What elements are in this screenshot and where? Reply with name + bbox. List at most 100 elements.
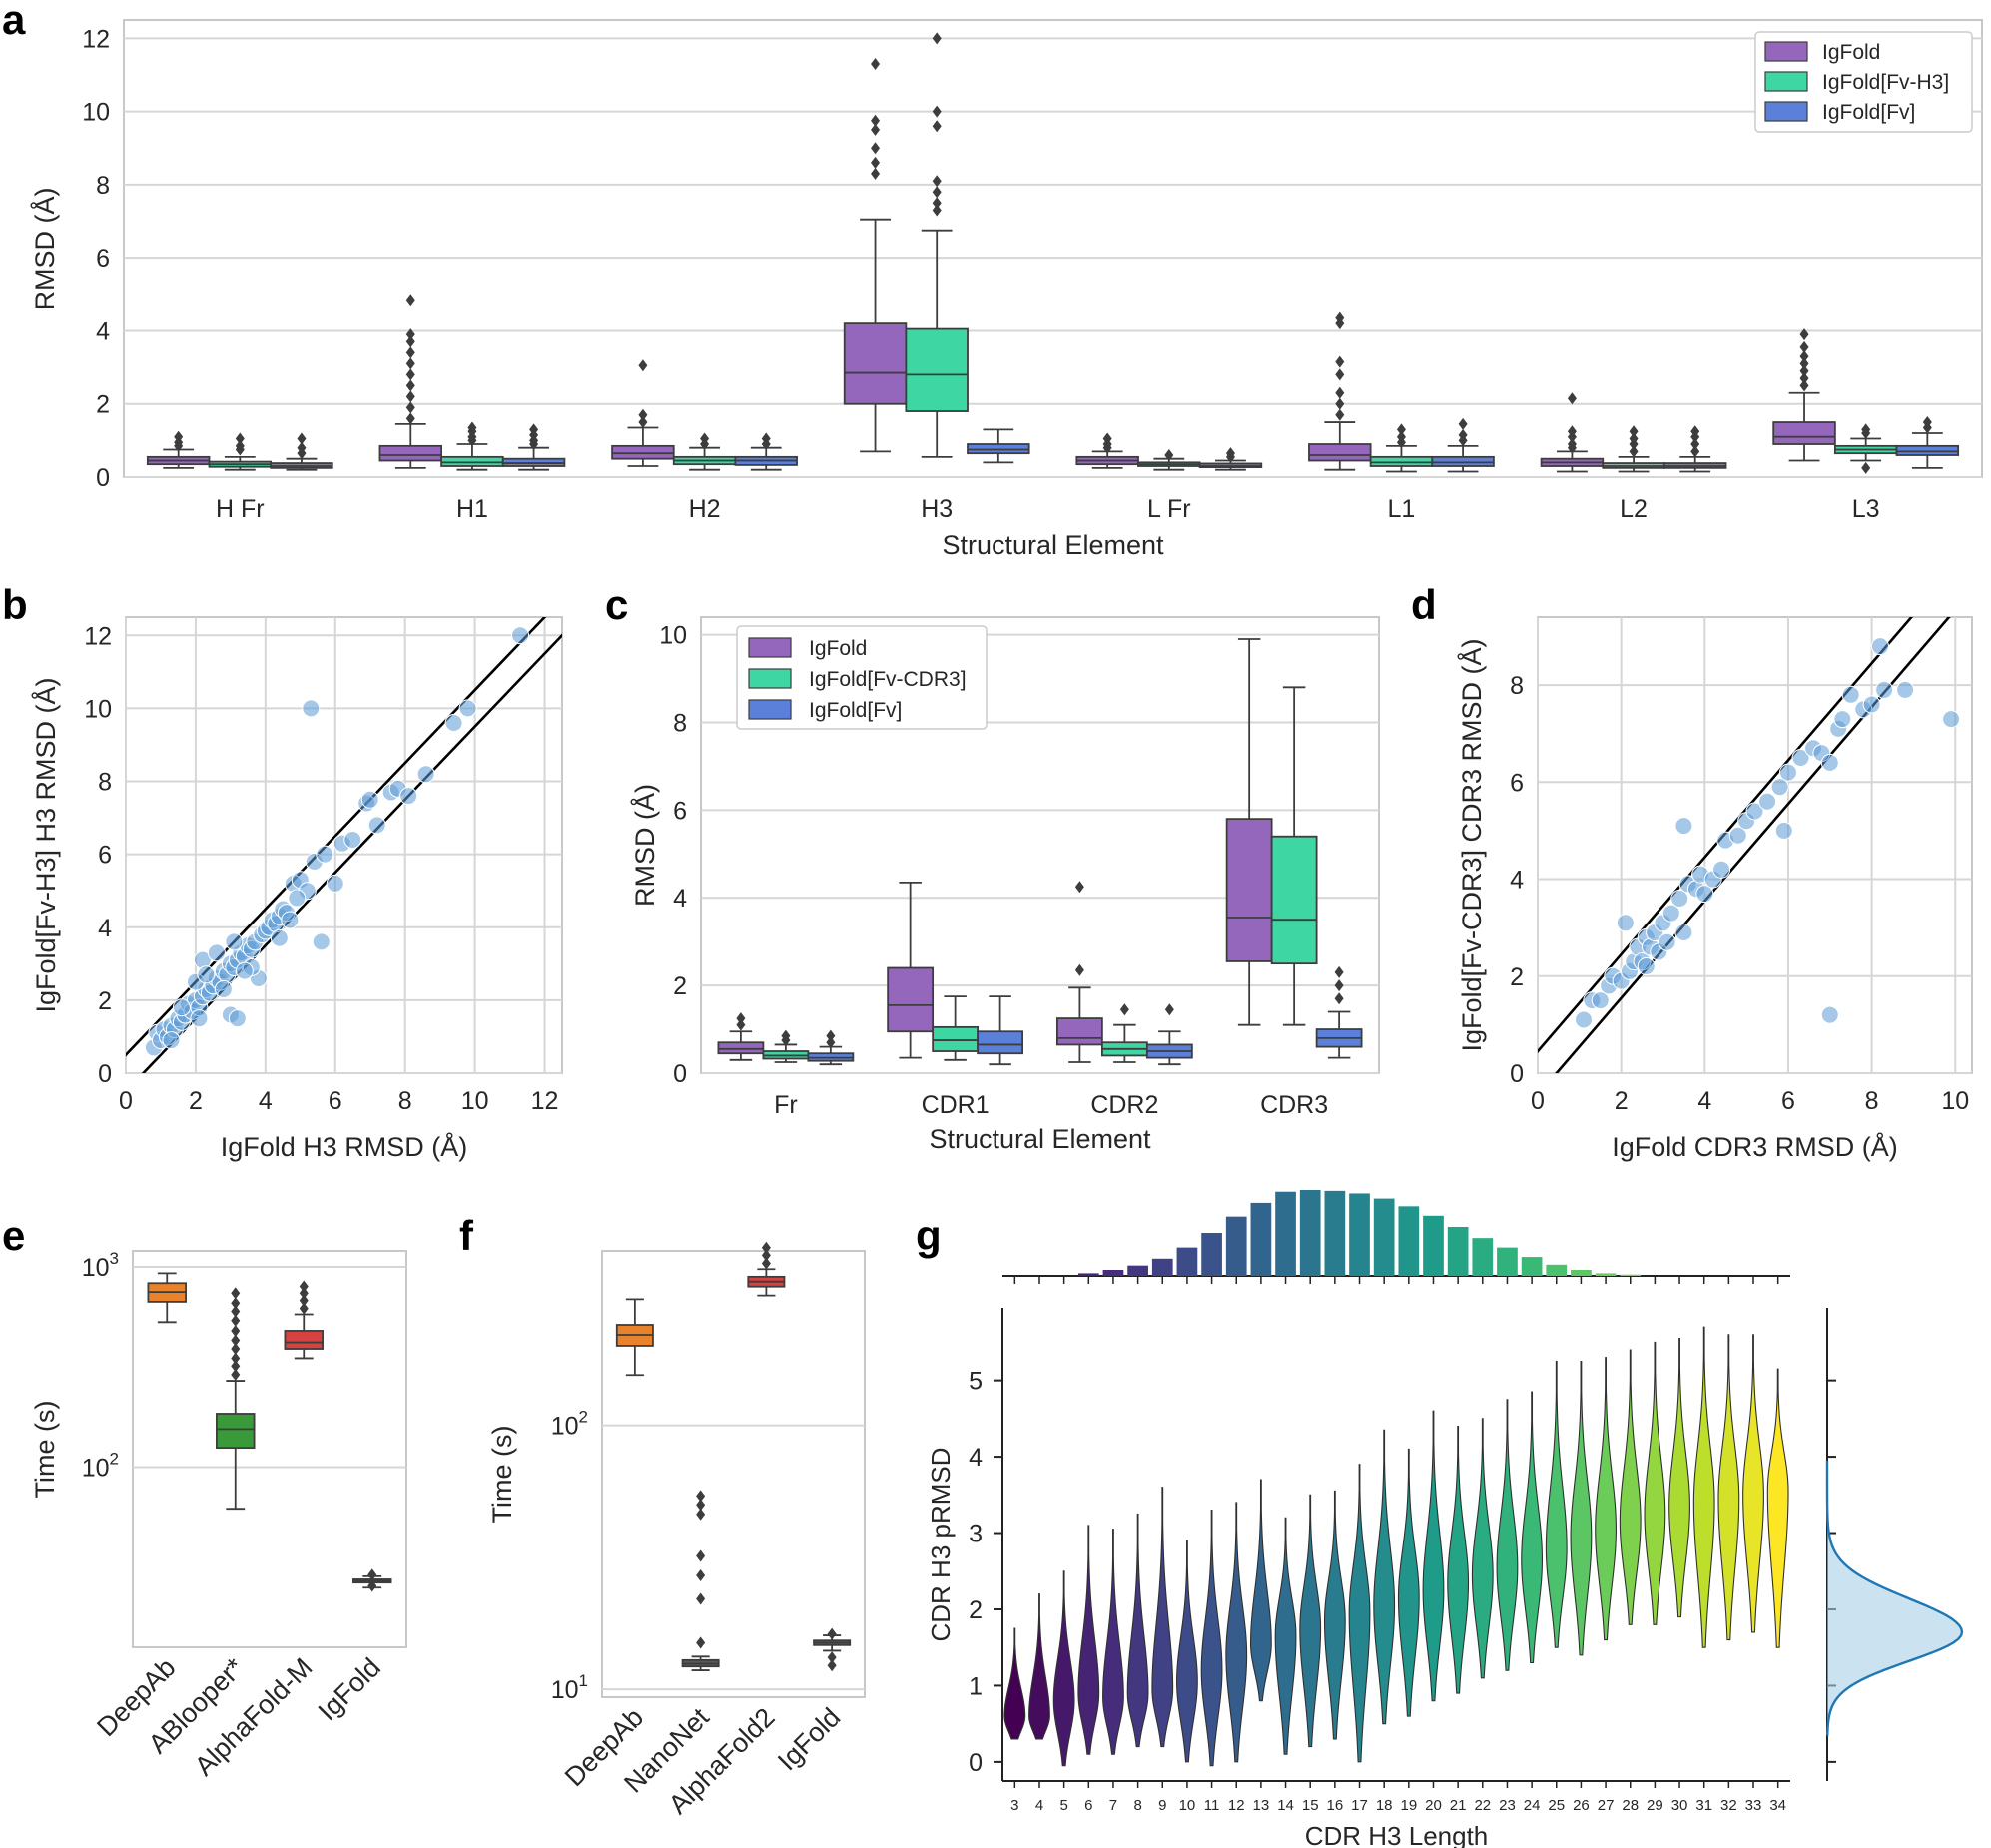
panel-a-igfoldfvh3-h2-outlier bbox=[700, 432, 710, 445]
panel-c-igfold-cdr1-box bbox=[887, 966, 935, 1033]
panel-g-hist-bar bbox=[1250, 1202, 1272, 1276]
panel-g-xtick: 5 bbox=[1059, 1797, 1067, 1814]
panel-g-hist-bar bbox=[1102, 1269, 1124, 1276]
panel-c-igfold-cdr2-box bbox=[1055, 1017, 1103, 1046]
panel-g-xtick: 29 bbox=[1647, 1797, 1663, 1814]
panel-d-point bbox=[1791, 748, 1810, 767]
panel-g-violin-7 bbox=[1102, 1529, 1124, 1755]
panel-g-ytick: 1 bbox=[969, 1672, 983, 1700]
panel-a-igfoldfv-h3-box bbox=[967, 443, 1030, 455]
panel-b-xtick: 12 bbox=[531, 1087, 559, 1115]
panel-a-igfold-l3-outlier bbox=[1799, 357, 1809, 370]
panel-a-igfoldfvh3-l1-outlier bbox=[1396, 430, 1406, 443]
panel-a-igfold-h2-outlier bbox=[638, 408, 648, 421]
panel-c-ytick: 0 bbox=[673, 1060, 687, 1088]
panel-e-runtime-boxplot: 102103DeepAbABlooper*AlphaFold-MIgFoldTi… bbox=[30, 1249, 407, 1781]
panel-a-igfoldfvh3-hfr-outlier bbox=[235, 439, 245, 452]
panel-a-igfold-h1-box bbox=[378, 444, 443, 462]
panel-c-xlabel: Structural Element bbox=[929, 1124, 1151, 1154]
panel-e-ablooper-box bbox=[216, 1413, 256, 1450]
panel-b-scatter: 0 2 4 6 8 10 12 0 2 4 6 8 10 12 IgFold H3 RMSD (Å) IgFo… bbox=[30, 616, 563, 1162]
panel-b-ytick: 8 bbox=[98, 769, 112, 797]
panel-d-point bbox=[1661, 904, 1680, 923]
panel-a-igfoldfvh3-l1-outlier bbox=[1396, 423, 1406, 436]
panel-b-point bbox=[281, 911, 300, 929]
panel-g-violin-12 bbox=[1225, 1502, 1248, 1763]
panel-c-igfoldfv-cdr3-outlier bbox=[1334, 992, 1344, 1005]
panel-e-ablooper-outlier bbox=[231, 1352, 241, 1365]
panel-g-xtick: 34 bbox=[1769, 1797, 1786, 1814]
panel-a-igfold-h1-outlier bbox=[405, 294, 415, 307]
panel-d-point bbox=[1770, 778, 1789, 797]
panel-g-hist-bar bbox=[1225, 1216, 1247, 1276]
panel-d-point bbox=[1674, 817, 1693, 836]
panel-c-igfoldfv-fr-outlier bbox=[826, 1036, 836, 1049]
panel-b-ytick: 6 bbox=[98, 842, 112, 870]
panel-b-point bbox=[399, 787, 418, 806]
panel-g-xtick: 27 bbox=[1598, 1797, 1615, 1814]
panel-f-xtick: IgFold bbox=[772, 1702, 846, 1776]
panel-g-hist-bar bbox=[1423, 1215, 1444, 1276]
panel-g-xtick: 3 bbox=[1010, 1797, 1018, 1814]
panel-a-igfoldfv-h2-outlier bbox=[761, 432, 771, 445]
panel-a-frame bbox=[123, 19, 1983, 478]
panel-b-point bbox=[444, 714, 463, 733]
panel-g-violin-3 bbox=[1003, 1627, 1026, 1740]
panel-c-ytick: 6 bbox=[673, 797, 687, 825]
panel-e-alphafoldm-outlier bbox=[299, 1280, 309, 1293]
panel-e-ablooper-outlier bbox=[231, 1324, 241, 1337]
panel-b-point bbox=[343, 831, 362, 850]
panel-b-ytick: 10 bbox=[84, 695, 112, 723]
panel-e-alphafoldm-outlier bbox=[299, 1294, 309, 1307]
panel-b-point bbox=[416, 765, 435, 784]
panel-g-xtick: 13 bbox=[1253, 1797, 1270, 1814]
panel-label-g: g bbox=[916, 1212, 942, 1259]
panel-g-violin-17 bbox=[1348, 1464, 1371, 1763]
panel-e-ablooper-outlier bbox=[231, 1287, 241, 1300]
panel-b-xtick: 10 bbox=[461, 1087, 489, 1115]
panel-e-ablooper-outlier bbox=[231, 1334, 241, 1347]
panel-a-igfold-hfr-outlier bbox=[174, 430, 184, 443]
panel-g-violin-16 bbox=[1323, 1490, 1346, 1740]
panel-a-legend-label: IgFold[Fv-H3] bbox=[1822, 71, 1949, 94]
panel-d-point bbox=[1758, 792, 1777, 811]
panel-d-scatter: 0 2 4 6 8 10 0 2 4 6 8 IgFold CDR3 RMSD (Å) IgFold[F… bbox=[1456, 616, 1973, 1162]
panel-f-ytick: 102 bbox=[551, 1408, 588, 1441]
panel-a-igfoldfvh3-h3-box bbox=[905, 327, 969, 412]
panel-b-point bbox=[214, 979, 233, 998]
panel-g-xtick: 21 bbox=[1450, 1797, 1467, 1814]
panel-f-nanonet-outlier bbox=[696, 1636, 706, 1649]
panel-c-boxplot: 0 2 4 6 8 10 Fr CDR1 CDR2 CDR3 Structural Element R… bbox=[629, 616, 1380, 1154]
panel-a-igfold-l1-outlier bbox=[1335, 355, 1345, 368]
panel-g-xtick: 23 bbox=[1499, 1797, 1516, 1814]
panel-d-diagonal-line bbox=[1538, 617, 1914, 1054]
panel-b-ylabel: IgFold[Fv-H3] H3 RMSD (Å) bbox=[30, 677, 61, 1012]
panel-f-ylabel: Time (s) bbox=[487, 1426, 517, 1524]
panel-g-hist-bar bbox=[1620, 1274, 1642, 1276]
panel-g-violin-23 bbox=[1496, 1399, 1519, 1671]
panel-c-igfold-cdr3-box bbox=[1225, 818, 1273, 962]
panel-a-ytick: 12 bbox=[82, 25, 110, 53]
panel-label-f: f bbox=[459, 1212, 474, 1259]
panel-a-igfoldfvh3-l1-box bbox=[1369, 455, 1434, 467]
panel-c-xtick: CDR3 bbox=[1260, 1091, 1328, 1119]
panel-a-igfold-l1-outlier bbox=[1335, 408, 1345, 421]
panel-a-igfold-l3-outlier bbox=[1799, 350, 1809, 363]
panel-a-legend-swatch bbox=[1764, 41, 1808, 62]
panel-g-violin-9 bbox=[1151, 1487, 1174, 1748]
panel-a-xtick: L2 bbox=[1620, 495, 1648, 523]
panel-b-point bbox=[288, 889, 307, 908]
panel-a-xtick: L Fr bbox=[1147, 495, 1191, 523]
panel-a-xtick: H Fr bbox=[216, 495, 265, 523]
panel-d-xtick: 8 bbox=[1865, 1087, 1879, 1115]
panel-label-d: d bbox=[1411, 581, 1437, 628]
panel-a-igfold-l3-outlier bbox=[1799, 364, 1809, 377]
panel-a-ytick: 8 bbox=[96, 172, 110, 200]
panel-g-violin-5 bbox=[1052, 1570, 1075, 1767]
panel-b-xtick: 8 bbox=[398, 1087, 412, 1115]
panel-g-hist-bar bbox=[1201, 1233, 1222, 1276]
panel-d-point bbox=[1778, 763, 1797, 782]
panel-c-ytick: 2 bbox=[673, 972, 687, 1000]
panel-b-ytick: 4 bbox=[98, 915, 112, 942]
